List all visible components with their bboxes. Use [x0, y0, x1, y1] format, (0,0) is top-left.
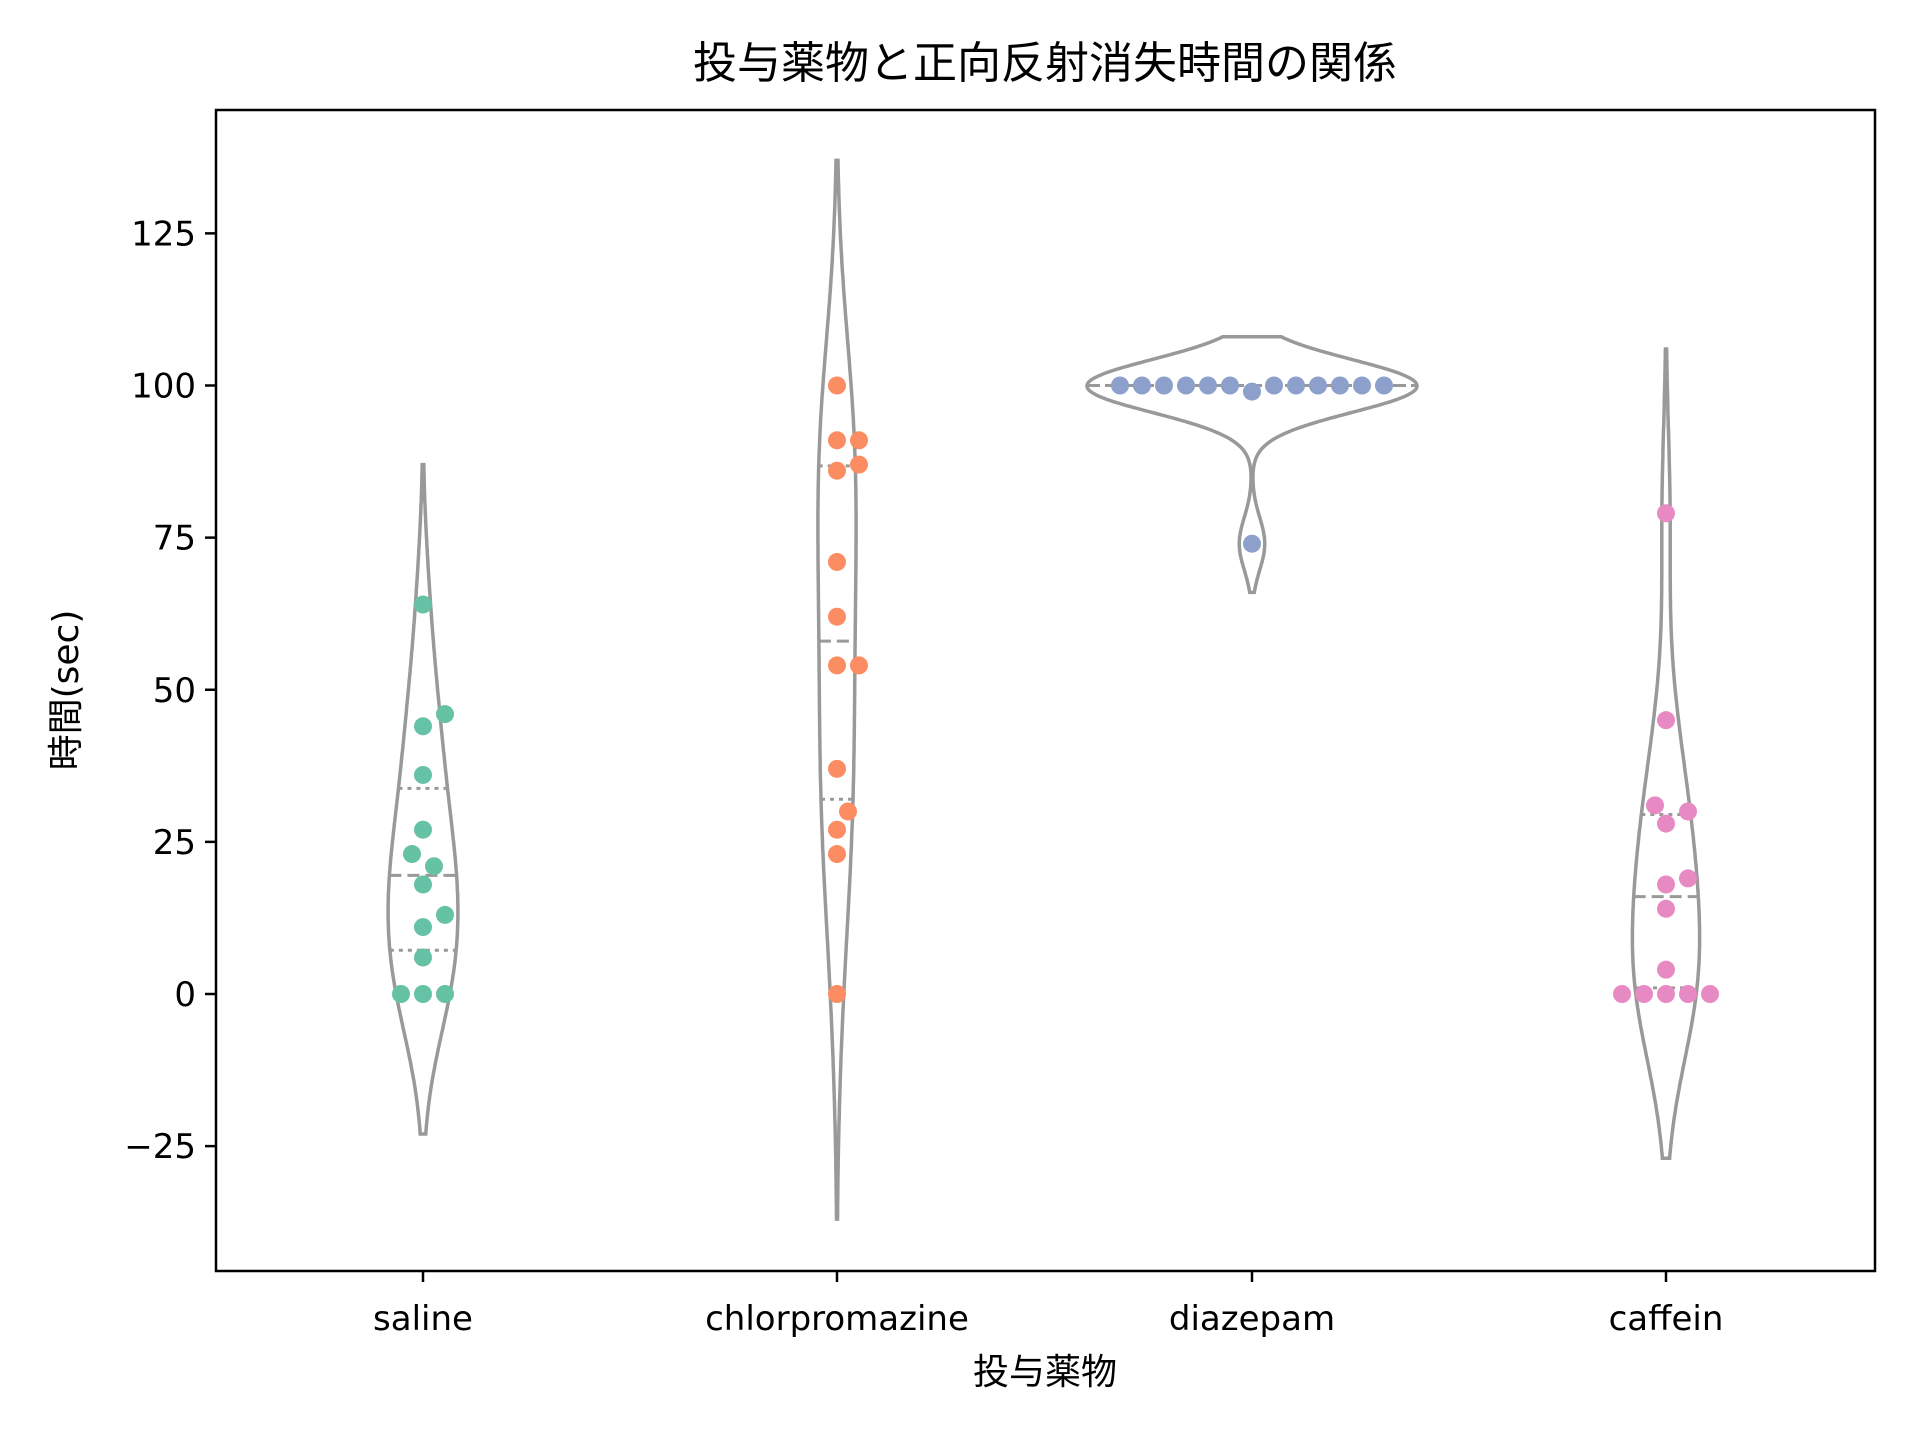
point-saline: [403, 845, 421, 864]
point-caffein: [1657, 985, 1675, 1003]
point-saline: [414, 820, 432, 839]
y-tick-label: 75: [153, 519, 196, 559]
point-chlorpromazine: [828, 845, 846, 864]
x-axis-label: 投与薬物: [973, 1352, 1117, 1393]
point-diazepam: [1133, 376, 1151, 395]
point-chlorpromazine: [828, 759, 846, 778]
point-caffein: [1657, 814, 1675, 833]
point-diazepam: [1265, 376, 1283, 395]
y-tick-label: 50: [153, 671, 196, 711]
y-tick-label: 0: [174, 975, 196, 1015]
point-caffein: [1657, 711, 1675, 730]
point-caffein: [1657, 504, 1675, 523]
x-tick-label: diazepam: [1169, 1299, 1335, 1339]
point-caffein: [1679, 985, 1697, 1003]
point-diazepam: [1177, 376, 1195, 395]
point-chlorpromazine: [828, 656, 846, 675]
y-tick-label: 25: [153, 823, 196, 863]
point-caffein: [1657, 960, 1675, 979]
violin-layer: [386, 158, 1702, 1221]
point-caffein: [1646, 796, 1664, 815]
point-saline: [414, 595, 432, 614]
point-diazepam: [1221, 376, 1239, 395]
point-chlorpromazine: [850, 656, 868, 675]
point-chlorpromazine: [828, 820, 846, 839]
point-caffein: [1701, 985, 1719, 1003]
y-axis-label: 時間(sec): [46, 610, 87, 771]
point-chlorpromazine: [839, 802, 857, 821]
point-chlorpromazine: [828, 552, 846, 571]
point-chlorpromazine: [828, 985, 846, 1003]
violin-diazepam: [1085, 335, 1419, 595]
point-saline: [414, 765, 432, 784]
chart-title: 投与薬物と正向反射消失時間の関係: [693, 38, 1397, 89]
x-tick-label: saline: [373, 1299, 473, 1339]
point-caffein: [1657, 899, 1675, 918]
x-tick-label: chlorpromazine: [705, 1299, 969, 1339]
point-saline: [414, 717, 432, 736]
point-diazepam: [1199, 376, 1217, 395]
y-tick-label: 125: [131, 214, 196, 254]
point-diazepam: [1155, 376, 1173, 395]
point-saline: [414, 948, 432, 967]
point-caffein: [1679, 869, 1697, 888]
violin-caffein: [1630, 347, 1702, 1161]
y-tick-label: −25: [124, 1127, 196, 1167]
swarm-points-layer: [392, 376, 1719, 1003]
point-caffein: [1613, 985, 1631, 1003]
point-diazepam: [1111, 376, 1129, 395]
point-saline: [392, 985, 410, 1003]
point-diazepam: [1287, 376, 1305, 395]
point-saline: [425, 857, 443, 876]
point-diazepam: [1243, 534, 1261, 553]
point-caffein: [1679, 802, 1697, 821]
point-caffein: [1657, 875, 1675, 894]
point-caffein: [1635, 985, 1653, 1003]
point-saline: [436, 705, 454, 724]
y-axis: −25 0 25 50 75 100 125: [124, 214, 216, 1167]
point-saline: [414, 875, 432, 894]
point-saline: [436, 985, 454, 1003]
point-saline: [414, 918, 432, 937]
violin-saline: [386, 462, 460, 1136]
point-chlorpromazine: [850, 455, 868, 474]
point-chlorpromazine: [828, 461, 846, 480]
point-chlorpromazine: [828, 431, 846, 450]
point-diazepam: [1375, 376, 1393, 395]
x-axis: saline chlorpromazine diazepam caffein: [373, 1271, 1723, 1339]
point-saline: [436, 905, 454, 924]
point-diazepam: [1243, 382, 1261, 401]
point-diazepam: [1353, 376, 1371, 395]
violin-chlorpromazine: [816, 158, 858, 1221]
y-tick-label: 100: [131, 367, 196, 407]
point-chlorpromazine: [850, 431, 868, 450]
point-diazepam: [1309, 376, 1327, 395]
point-chlorpromazine: [828, 376, 846, 395]
point-diazepam: [1331, 376, 1349, 395]
point-chlorpromazine: [828, 607, 846, 626]
point-saline: [414, 985, 432, 1003]
x-tick-label: caffein: [1609, 1299, 1724, 1339]
plot-frame: [214, 108, 1877, 1273]
